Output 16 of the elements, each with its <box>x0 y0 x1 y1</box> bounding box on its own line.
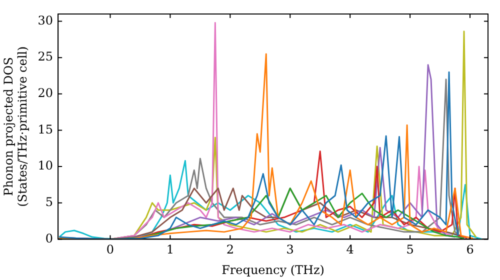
x-tick-label: 5 <box>406 242 414 257</box>
y-tick-label: 0 <box>45 231 54 246</box>
x-tick-label: 2 <box>226 242 234 257</box>
y-tick-label: 5 <box>45 195 54 209</box>
x-tick-label: 3 <box>286 242 294 257</box>
y-tick-label: 15 <box>38 122 54 136</box>
x-tick-label: 0 <box>106 242 114 257</box>
y-tick-label: 10 <box>38 158 54 173</box>
y-tick-label: 30 <box>38 13 54 28</box>
x-tick-label: 4 <box>346 242 354 257</box>
x-tick-label: 6 <box>466 242 474 257</box>
x-tick-label: 1 <box>166 242 174 257</box>
x-axis-title: Frequency (THz) <box>222 262 324 277</box>
y-tick-label: 25 <box>38 50 54 64</box>
y-tick-label: 20 <box>38 86 54 100</box>
y-axis-title: Phonon projected DOS (States/THz·primitive cell) <box>1 46 30 207</box>
